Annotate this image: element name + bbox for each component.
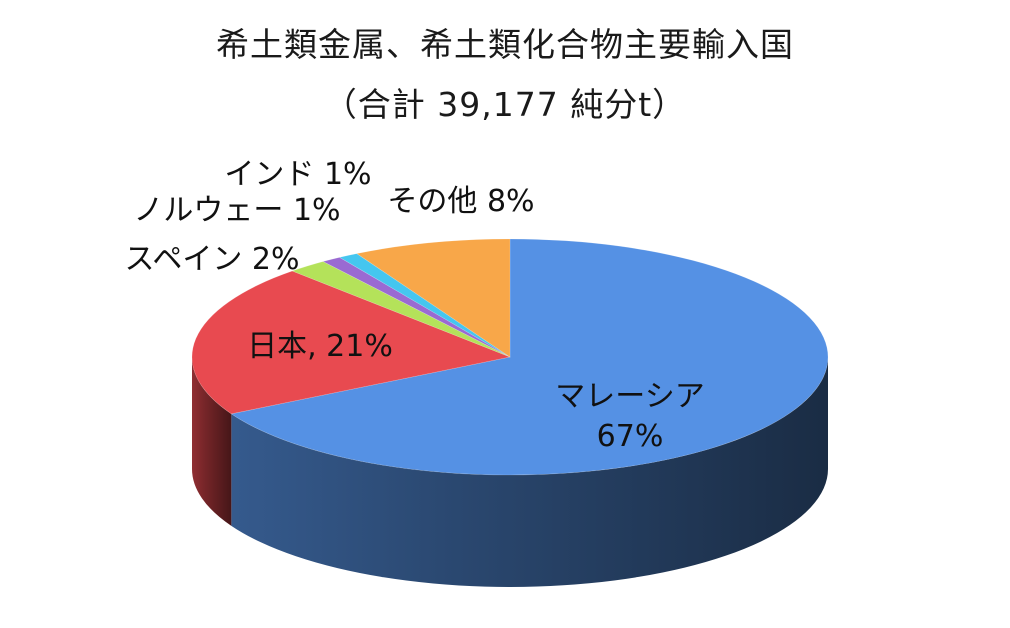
slice-label-その他: その他 8% — [387, 184, 534, 219]
slice-label-ノルウェー: ノルウェー 1% — [133, 193, 340, 228]
pie-slice-その他 — [356, 238, 511, 358]
pie-slice-スペイン — [291, 261, 511, 358]
pie-top-faces — [191, 238, 829, 476]
slice-label-スペイン: スペイン 2% — [124, 242, 299, 277]
chart-subtitle: （合計 39,177 純分t） — [323, 85, 687, 124]
pie-labels: マレーシア 67% 日本, 21% スペイン 2% ノルウェー 1%インド 1% その他 … — [124, 157, 704, 454]
slice-value-label-マレーシア: 67% — [597, 419, 664, 454]
chart-title: 希土類金属、希土類化合物主要輸入国 — [216, 25, 794, 64]
slice-label-マレーシア: マレーシア — [555, 379, 704, 414]
slice-label-インド: インド 1% — [224, 157, 371, 192]
pie-slice-ノルウェー — [322, 257, 511, 358]
pie-side-日本 — [192, 357, 232, 526]
pie-side-walls — [192, 357, 828, 587]
pie-side-マレーシア — [231, 357, 828, 587]
slice-label-日本: 日本, 21% — [247, 329, 393, 364]
pie-slice-マレーシア — [230, 238, 829, 476]
pie-slice-日本 — [191, 270, 512, 415]
pie-slice-インド — [338, 253, 511, 358]
